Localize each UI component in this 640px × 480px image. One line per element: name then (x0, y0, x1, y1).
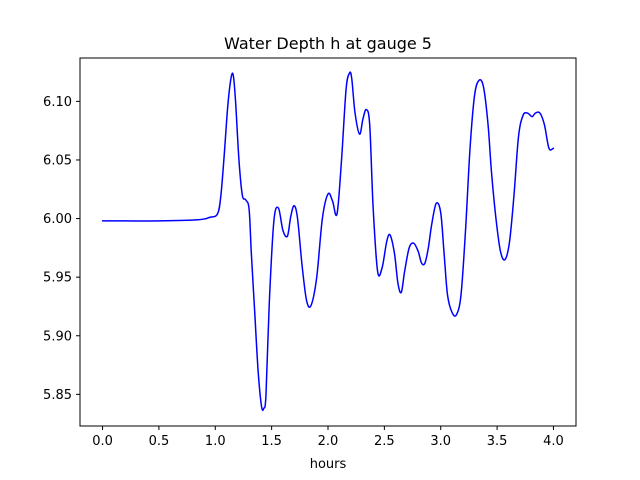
x-tick-label: 2.0 (318, 434, 339, 449)
x-tick-label: 3.5 (487, 434, 508, 449)
y-tick-label: 6.05 (43, 153, 72, 168)
x-tick-label: 0.0 (92, 434, 113, 449)
y-axis: 5.85 5.90 5.95 6.00 6.05 6.10 (43, 95, 80, 403)
series-layer (101, 71, 555, 412)
x-tick-label: 1.0 (205, 434, 226, 449)
x-tick-label: 4.0 (543, 434, 564, 449)
axes-frame (79, 57, 577, 427)
x-tick-label: 0.5 (149, 434, 170, 449)
chart-title: Water Depth h at gauge 5 (224, 34, 432, 53)
y-tick-label: 5.85 (43, 388, 72, 403)
y-tick-label: 5.90 (43, 329, 72, 344)
x-tick-label: 3.0 (430, 434, 451, 449)
y-tick-label: 6.10 (43, 95, 72, 110)
x-tick-label: 1.5 (261, 434, 282, 449)
y-tick-label: 5.95 (43, 271, 72, 286)
x-axis-label: hours (310, 457, 347, 472)
x-tick-label: 2.5 (374, 434, 395, 449)
y-tick-label: 6.00 (43, 212, 72, 227)
x-axis: 0.0 0.5 1.0 1.5 2.0 2.5 3.0 3.5 4.0 (92, 426, 564, 449)
series-line-h (101, 71, 555, 412)
